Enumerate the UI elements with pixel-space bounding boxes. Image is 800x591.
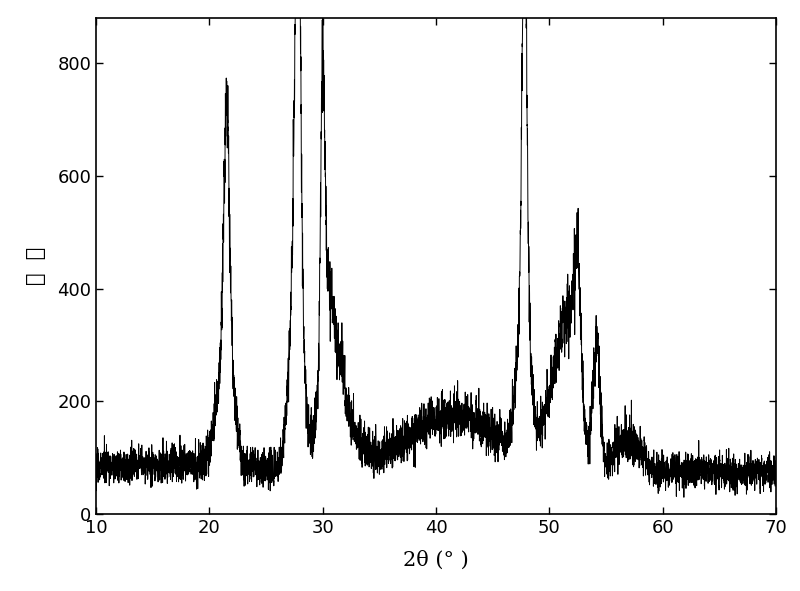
- X-axis label: 2θ (° ): 2θ (° ): [403, 551, 469, 570]
- Y-axis label: 强  度: 强 度: [26, 247, 46, 285]
